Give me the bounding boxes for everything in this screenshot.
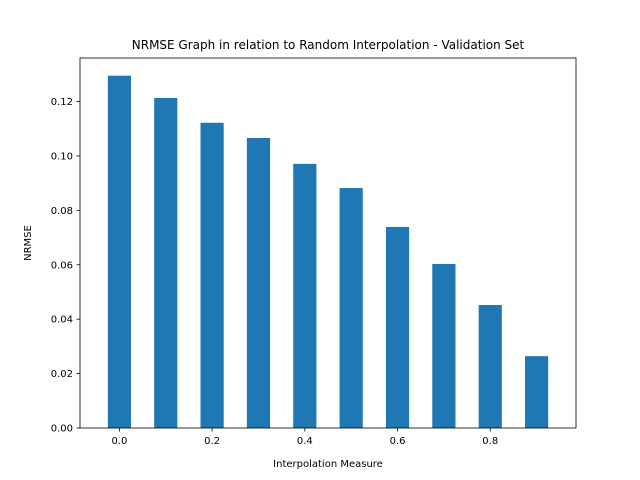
x-tick-label: 0.4 — [297, 436, 313, 447]
bar-6 — [385, 226, 410, 428]
x-axis-label: Interpolation Measure — [273, 459, 383, 470]
y-tick-label: 0.04 — [51, 315, 73, 326]
y-tick-label: 0.02 — [51, 369, 73, 380]
bar-0 — [107, 75, 131, 428]
y-axis-ticks: 0.00 0.02 0.04 0.06 0.08 0.10 0.12 — [51, 97, 80, 435]
plot-frame — [79, 57, 577, 429]
x-tick-label: 0.2 — [204, 436, 220, 447]
bar-1 — [154, 97, 178, 428]
y-tick-label: 0.06 — [51, 260, 73, 271]
y-tick-label: 0.08 — [51, 206, 73, 217]
bar-4 — [293, 163, 317, 429]
bar-2 — [200, 122, 224, 428]
x-axis-ticks: 0.0 0.2 0.4 0.6 0.8 — [111, 428, 498, 447]
bar-7 — [432, 263, 456, 428]
y-tick-label: 0.12 — [51, 97, 73, 108]
bar-3 — [246, 137, 271, 428]
bars-group — [107, 75, 549, 429]
x-tick-label: 0.6 — [390, 436, 406, 447]
bar-5 — [339, 188, 363, 428]
x-tick-label: 0.8 — [482, 436, 498, 447]
y-axis-label: NRMSE — [23, 225, 34, 261]
y-tick-label: 0.10 — [51, 151, 73, 162]
bar-8 — [478, 305, 502, 428]
chart-title: NRMSE Graph in relation to Random Interp… — [132, 38, 525, 52]
bar-9 — [525, 356, 549, 428]
y-tick-label: 0.00 — [51, 424, 73, 435]
x-tick-label: 0.0 — [111, 436, 127, 447]
